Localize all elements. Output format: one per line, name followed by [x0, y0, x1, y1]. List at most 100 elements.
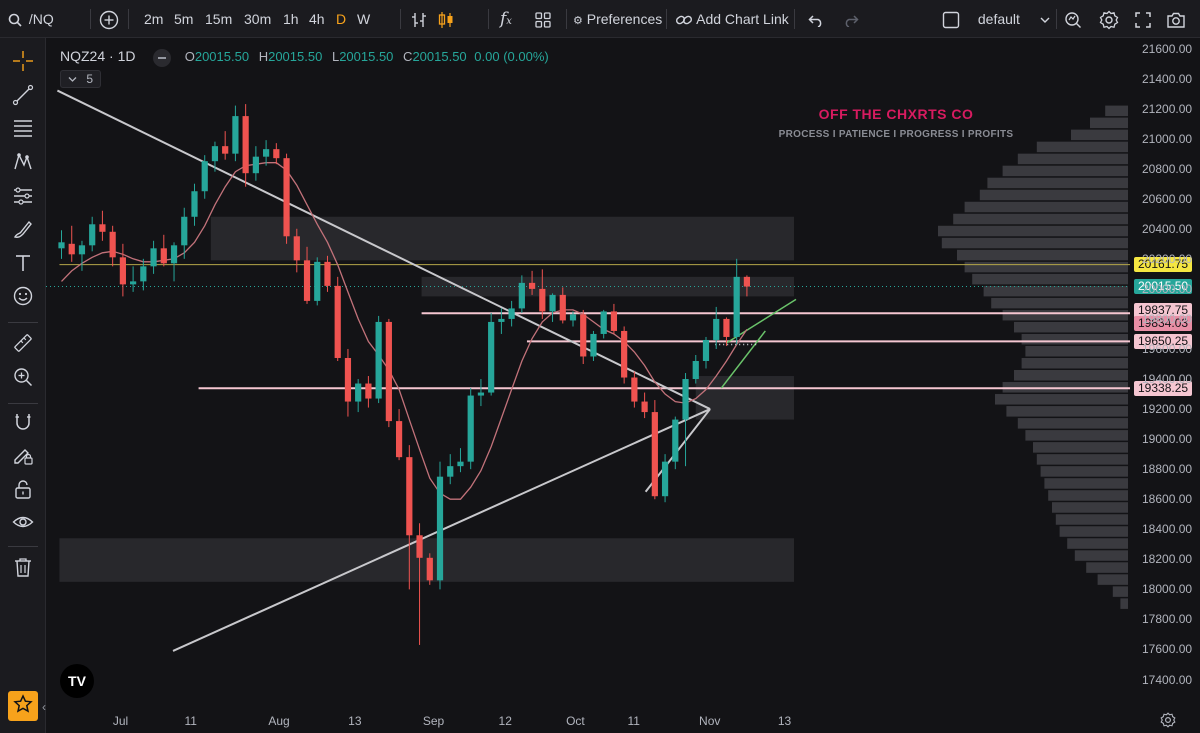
price-axis-label: 18400.00 — [1142, 522, 1193, 537]
candle-body — [222, 146, 229, 154]
symbol-search[interactable]: /NQ — [8, 0, 54, 38]
hide-series-icon[interactable] — [153, 48, 172, 67]
tradingview-logo[interactable]: TV — [60, 664, 94, 698]
candle-body — [170, 245, 178, 264]
chevron-down-icon — [1040, 11, 1050, 27]
collapse-toolbar-icon[interactable]: ‹ — [42, 700, 46, 714]
axis-settings-button[interactable] — [1160, 712, 1176, 733]
toolbar-divider — [8, 322, 38, 323]
undo-button[interactable] — [808, 0, 824, 38]
compare-symbol-button[interactable] — [99, 0, 119, 38]
candle-body — [263, 149, 270, 157]
candle-body — [457, 461, 464, 467]
time-axis-label: 12 — [498, 714, 512, 728]
settings-button[interactable] — [1099, 0, 1119, 38]
price-axis-label: 19000.00 — [1142, 432, 1193, 447]
volume-profile-bar — [1036, 454, 1128, 465]
unlock-icon — [12, 478, 34, 505]
candle-style-button[interactable] — [437, 0, 455, 38]
volume-profile-bar — [1071, 129, 1128, 141]
supply-demand-zone — [210, 216, 794, 261]
trend-line-tool[interactable] — [8, 82, 38, 112]
volume-profile-bar — [1014, 370, 1128, 381]
watchlist-button[interactable] — [8, 691, 38, 721]
zoom-tool[interactable] — [8, 364, 38, 394]
interval-1h[interactable]: 1h — [283, 11, 299, 27]
open-label: O — [184, 49, 195, 64]
stay-in-drawing-mode-tool[interactable] — [8, 442, 38, 472]
candle-body — [651, 412, 658, 497]
bar-style-button[interactable] — [410, 0, 428, 38]
time-axis-label: Aug — [268, 714, 290, 728]
snapshot-button[interactable] — [1166, 0, 1186, 38]
interval-2m[interactable]: 2m — [144, 11, 164, 27]
price-chart[interactable] — [46, 38, 1200, 733]
smiley-icon — [12, 285, 34, 312]
emoji-tool[interactable] — [8, 283, 38, 313]
candle-body — [252, 156, 259, 174]
toolbar-divider — [8, 403, 38, 404]
price-axis-label: 21200.00 — [1142, 101, 1193, 116]
interval-30m[interactable]: 30m — [244, 11, 272, 27]
price-axis-label: 17800.00 — [1142, 612, 1193, 627]
volume-profile-bar — [1105, 105, 1128, 117]
volume-profile-bar — [1002, 165, 1128, 177]
forecast-tool[interactable] — [8, 183, 38, 213]
indicators-toggle[interactable]: 5 — [60, 70, 102, 88]
pattern-icon — [12, 151, 34, 178]
interval-w[interactable]: W — [357, 11, 371, 27]
interval-4h[interactable]: 4h — [309, 11, 325, 27]
candle-body — [395, 421, 403, 458]
candle-body — [539, 288, 546, 312]
high-value: 20015.50 — [268, 49, 323, 64]
fib-tool[interactable] — [8, 115, 38, 145]
brush-tool[interactable] — [8, 216, 38, 246]
trash-icon — [12, 556, 34, 583]
candle-body — [150, 248, 157, 267]
hide-drawings-tool[interactable] — [8, 509, 38, 539]
remove-drawings-tool[interactable] — [8, 554, 38, 584]
candle-body — [467, 395, 474, 462]
fullscreen-button[interactable] — [1134, 0, 1152, 38]
layout-selector[interactable]: default — [942, 0, 1050, 38]
time-axis-label: Nov — [699, 714, 721, 728]
magnet-tool[interactable] — [8, 409, 38, 439]
price-tag: 19338.25 — [1134, 380, 1193, 396]
preferences-button[interactable]: ⚙ Preferences — [573, 0, 662, 38]
candle-body — [498, 318, 505, 322]
layout-grid-button[interactable] — [534, 0, 552, 38]
text-tool[interactable] — [8, 250, 38, 280]
quick-search-button[interactable] — [1064, 0, 1082, 38]
redo-button[interactable] — [843, 0, 859, 38]
volume-profile-bar — [1002, 309, 1128, 321]
measure-tool[interactable] — [8, 330, 38, 360]
crosshair-tool[interactable] — [8, 48, 38, 78]
indicators-button[interactable]: fx — [500, 0, 512, 38]
candle-body — [743, 276, 751, 287]
lock-drawings-tool[interactable] — [8, 476, 38, 506]
volume-profile-bar — [1021, 333, 1128, 345]
candle-body — [334, 285, 341, 358]
interval-d[interactable]: D — [336, 11, 347, 27]
ohlc-bars-icon — [410, 11, 428, 28]
volume-profile-bar — [1017, 418, 1128, 429]
candle-body — [406, 457, 413, 536]
candle-body — [559, 294, 566, 321]
price-tag: 20161.75 — [1134, 257, 1193, 273]
pattern-tool[interactable] — [8, 149, 38, 179]
interval-5m[interactable]: 5m — [174, 11, 194, 27]
toolbar-divider — [1056, 9, 1057, 29]
ruler-icon — [12, 332, 34, 359]
volume-profile-bar — [957, 249, 1128, 261]
chart-pane[interactable]: NQZ24 · 1D O20015.50 H20015.50 L20015.50… — [46, 38, 1200, 733]
price-axis-label: 19400.00 — [1142, 372, 1193, 387]
candle-body — [549, 294, 556, 312]
candle-body — [303, 260, 311, 301]
candle-body — [477, 392, 485, 396]
interval-15m[interactable]: 15m — [205, 11, 233, 27]
candle-body — [416, 535, 423, 558]
candle-body — [273, 149, 280, 159]
toolbar-divider — [794, 9, 795, 29]
add-chart-link-button[interactable]: Add Chart Link — [675, 0, 789, 38]
volume-profile-bar — [1086, 562, 1128, 573]
